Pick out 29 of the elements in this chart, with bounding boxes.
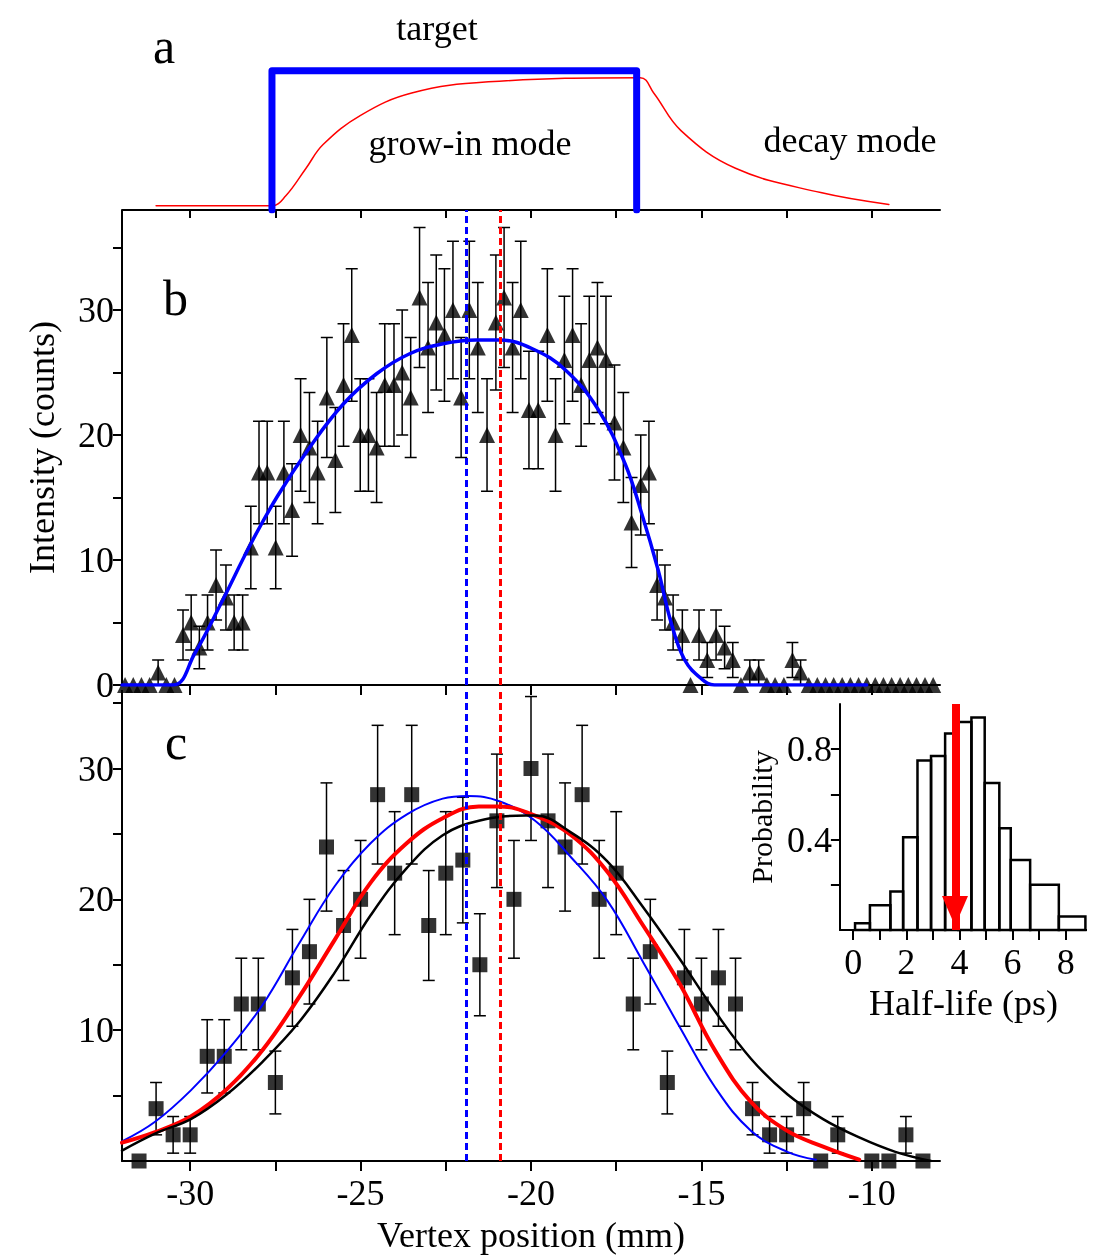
text: b <box>163 270 188 326</box>
y-tick-label: 0.8 <box>786 729 832 770</box>
y-tick-label: 10 <box>78 540 114 580</box>
y-tick-label: 0.4 <box>786 819 832 860</box>
y-tick-label: 30 <box>78 290 114 330</box>
y-tick-label: 10 <box>78 1010 114 1051</box>
y-tick-label: 20 <box>78 879 114 920</box>
x-tick-label: -15 <box>677 1173 726 1213</box>
y-axis-title: Intensity (counts) <box>22 321 62 574</box>
x-axis-title: Vertex position (mm) <box>377 1215 685 1255</box>
y-tick-label: 30 <box>78 748 114 789</box>
x-tick-label: -20 <box>507 1173 555 1213</box>
text: c <box>165 714 188 770</box>
x-tick-label: 6 <box>1003 942 1022 982</box>
annotation: grow-in mode <box>368 123 572 163</box>
y-tick-label: 20 <box>78 415 114 455</box>
x-tick-label: 2 <box>897 942 916 982</box>
x-tick-label: 4 <box>950 942 969 982</box>
y-tick-label: 0 <box>96 665 114 705</box>
x-tick-label: 8 <box>1056 942 1075 982</box>
y-axis-title: Probability <box>744 750 778 884</box>
x-tick-label: -25 <box>336 1173 385 1213</box>
text: target <box>396 8 478 48</box>
x-axis-title: Half-life (ps) <box>868 982 1058 1023</box>
annotation: decay mode <box>763 120 937 160</box>
chart-title: a <box>153 18 176 74</box>
x-tick-label: -30 <box>166 1173 215 1213</box>
x-tick-label: -10 <box>847 1173 896 1213</box>
x-tick-label: 0 <box>844 942 863 982</box>
